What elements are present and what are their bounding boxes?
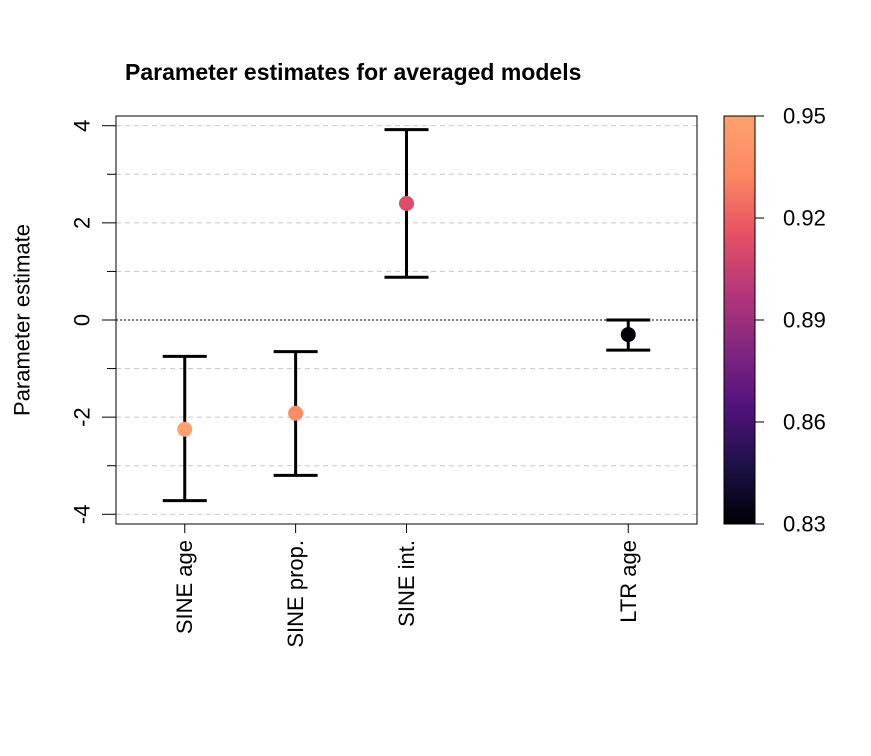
x-tick-label: SINE age xyxy=(172,540,197,634)
y-tick-label: -4 xyxy=(70,505,95,525)
estimate-point xyxy=(399,195,414,211)
error-bars xyxy=(162,128,651,503)
x-axis: SINE age SINE prop. SINE int. LTR age xyxy=(172,524,641,648)
estimate-points xyxy=(177,195,636,437)
x-tick-label: SINE prop. xyxy=(283,540,308,648)
y-tick-label: -2 xyxy=(70,407,95,427)
y-tick-label: 4 xyxy=(70,120,95,132)
colorbar-tick-label: 0.89 xyxy=(783,308,826,333)
x-tick-label: SINE int. xyxy=(394,540,419,627)
estimate-point xyxy=(288,405,304,421)
colorbar-gradient xyxy=(723,115,756,525)
y-axis-title: Parameter estimate xyxy=(10,224,35,416)
y-tick-label: 2 xyxy=(70,217,95,229)
chart-title: Parameter estimates for averaged models xyxy=(125,59,581,85)
colorbar: 0.95 0.92 0.89 0.86 0.83 xyxy=(723,104,826,537)
colorbar-tick-label: 0.95 xyxy=(783,104,826,129)
y-tick-label: 0 xyxy=(70,314,95,326)
colorbar-tick-label: 0.86 xyxy=(783,410,826,435)
colorbar-tick-label: 0.92 xyxy=(783,206,826,231)
estimate-point xyxy=(620,327,636,343)
y-axis: -4 -2 0 2 4 xyxy=(70,120,116,525)
colorbar-tick-label: 0.83 xyxy=(783,512,826,537)
x-tick-label: LTR age xyxy=(616,540,641,623)
estimate-point xyxy=(177,421,193,437)
